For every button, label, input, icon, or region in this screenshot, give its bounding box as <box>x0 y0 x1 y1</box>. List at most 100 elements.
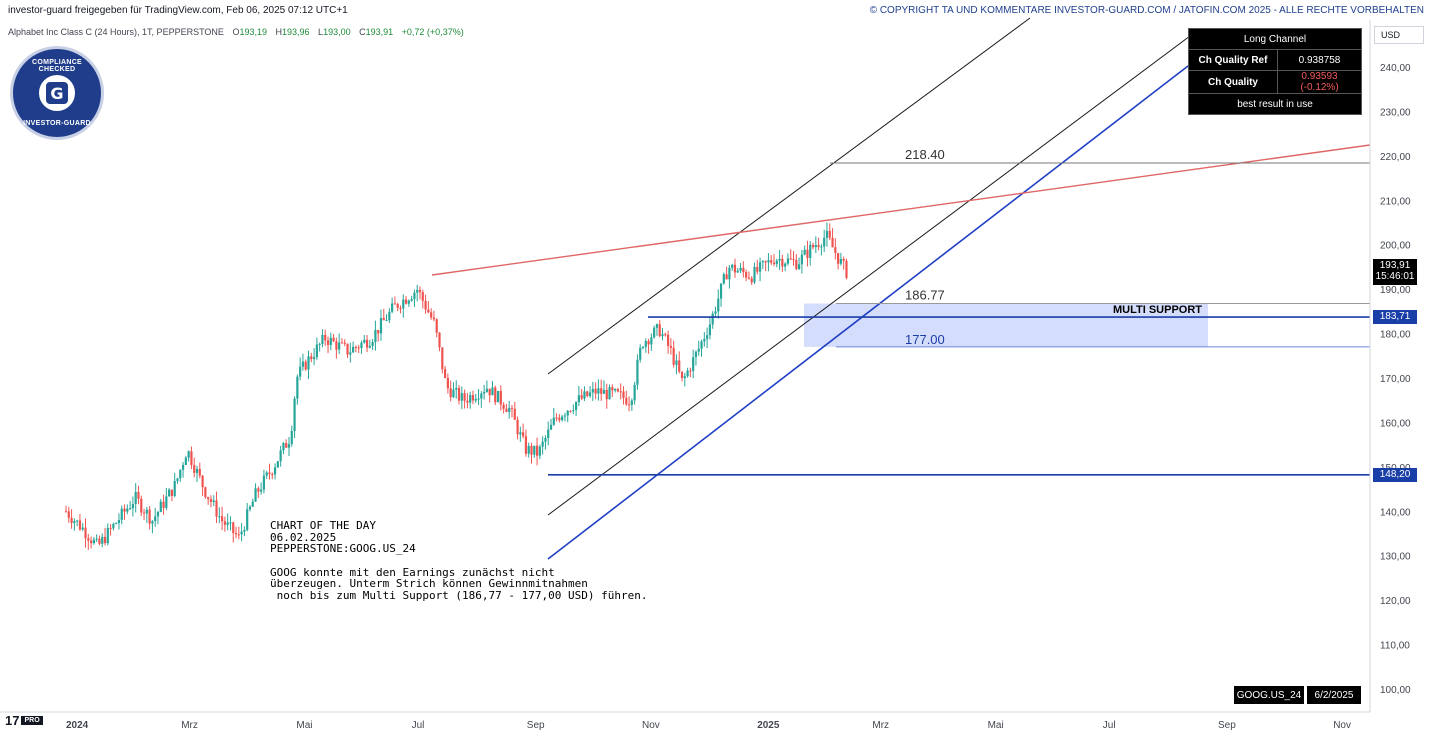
candle-body <box>477 398 480 400</box>
candle-body <box>636 359 639 385</box>
level-label: 218.40 <box>905 147 945 162</box>
high-label: H <box>275 27 283 37</box>
candle-body <box>658 324 661 337</box>
candle-body <box>193 464 196 473</box>
candle-body <box>184 457 187 465</box>
candle-body <box>432 317 436 320</box>
candle-body <box>739 267 742 271</box>
candle-body <box>324 334 327 341</box>
candle-body <box>165 496 168 508</box>
candle-body <box>469 395 472 403</box>
candle-body <box>541 441 544 447</box>
candle-body <box>823 237 826 247</box>
candle-body <box>527 445 530 454</box>
candle-body <box>240 531 243 535</box>
candle-body <box>296 376 299 399</box>
candle-body <box>803 249 806 255</box>
candle-body <box>639 347 642 360</box>
candle-body <box>630 400 633 405</box>
last-price: 193,91 <box>1379 259 1411 271</box>
candle-body <box>140 498 143 513</box>
badge-bottom-text: INVESTOR-GUARD <box>23 120 91 127</box>
candle-body <box>675 360 678 365</box>
candle-body <box>711 313 714 325</box>
candle-body <box>207 497 210 499</box>
candle-body <box>151 520 154 524</box>
candle-body <box>170 489 174 497</box>
note-line: GOOG konnte mit den Earnings zunächst ni… <box>270 565 555 579</box>
candle-body <box>441 347 444 370</box>
chart-note: CHART OF THE DAY 06.02.2025 PEPPERSTONE:… <box>270 520 648 601</box>
candle-body <box>290 431 293 445</box>
candle-body <box>106 527 109 544</box>
candle-body <box>499 390 502 405</box>
candle-body <box>530 445 533 455</box>
resistance-line <box>431 144 1371 276</box>
candle-body <box>611 387 614 391</box>
candle-body <box>396 303 399 308</box>
candle-body <box>561 416 564 421</box>
countdown: 15:46:01 <box>1375 270 1415 282</box>
candle-body <box>246 509 249 530</box>
candle-body <box>742 267 745 273</box>
candle-body <box>770 260 773 263</box>
y-tick-label: 200,00 <box>1380 241 1411 252</box>
publisher-line: investor-guard freigegeben für TradingVi… <box>8 5 348 16</box>
candle-body <box>204 487 207 498</box>
candle-body <box>625 397 628 405</box>
candle-body <box>287 444 291 448</box>
candle-body <box>483 391 486 394</box>
candle-body <box>176 478 179 482</box>
candle-body <box>577 395 580 403</box>
candle-body <box>834 247 837 254</box>
candle-body <box>647 340 650 345</box>
candle-body <box>352 346 355 353</box>
candle-body <box>365 339 369 348</box>
candle-body <box>555 417 558 419</box>
candle-body <box>312 357 316 360</box>
tradingview-logo: 17 PRO <box>5 713 43 728</box>
candle-body <box>234 533 238 535</box>
candle-body <box>424 300 427 310</box>
open-label: O <box>232 27 240 37</box>
candle-body <box>842 258 845 261</box>
candle-body <box>95 538 98 540</box>
candle-body <box>103 536 107 544</box>
y-tick-label: 140,00 <box>1380 507 1411 518</box>
candle-body <box>502 404 505 409</box>
candle-body <box>354 346 357 348</box>
currency-button[interactable]: USD <box>1374 26 1424 44</box>
copyright-line: © COPYRIGHT TA UND KOMMENTARE INVESTOR-G… <box>869 5 1424 16</box>
candle-body <box>552 417 555 425</box>
table-row: Ch Quality Ref 0.938758 <box>1188 49 1362 71</box>
candle-body <box>154 516 157 521</box>
candle-body <box>538 446 541 456</box>
candle-body <box>64 511 68 513</box>
candle-body <box>569 410 572 412</box>
candle-body <box>513 408 516 420</box>
candle-body <box>443 369 447 378</box>
candle-body <box>806 249 809 258</box>
channel-quality-table: Long Channel Ch Quality Ref 0.938758 Ch … <box>1188 28 1362 115</box>
candle-body <box>159 501 162 512</box>
table-row: Ch Quality 0.93593 (-0.12%) <box>1188 70 1362 94</box>
candle-body <box>772 262 776 265</box>
badge-letter: G <box>46 82 68 104</box>
y-tick-label: 240,00 <box>1380 63 1411 74</box>
candle-body <box>591 388 594 393</box>
candle-body <box>586 391 589 397</box>
candle-body <box>349 352 352 355</box>
symbol-name: Alphabet Inc Class C (24 Hours), 1T, PEP… <box>8 27 224 37</box>
candle-body <box>427 309 430 313</box>
candle-body <box>549 424 553 430</box>
candle-body <box>340 342 344 344</box>
candle-body <box>602 389 606 394</box>
candle-body <box>457 388 461 401</box>
candle-body <box>680 371 684 379</box>
candle-body <box>70 517 73 524</box>
support-price: 148,20 <box>1379 468 1411 480</box>
candle-body <box>299 366 302 377</box>
candle-body <box>98 538 101 544</box>
candle-body <box>301 361 305 367</box>
